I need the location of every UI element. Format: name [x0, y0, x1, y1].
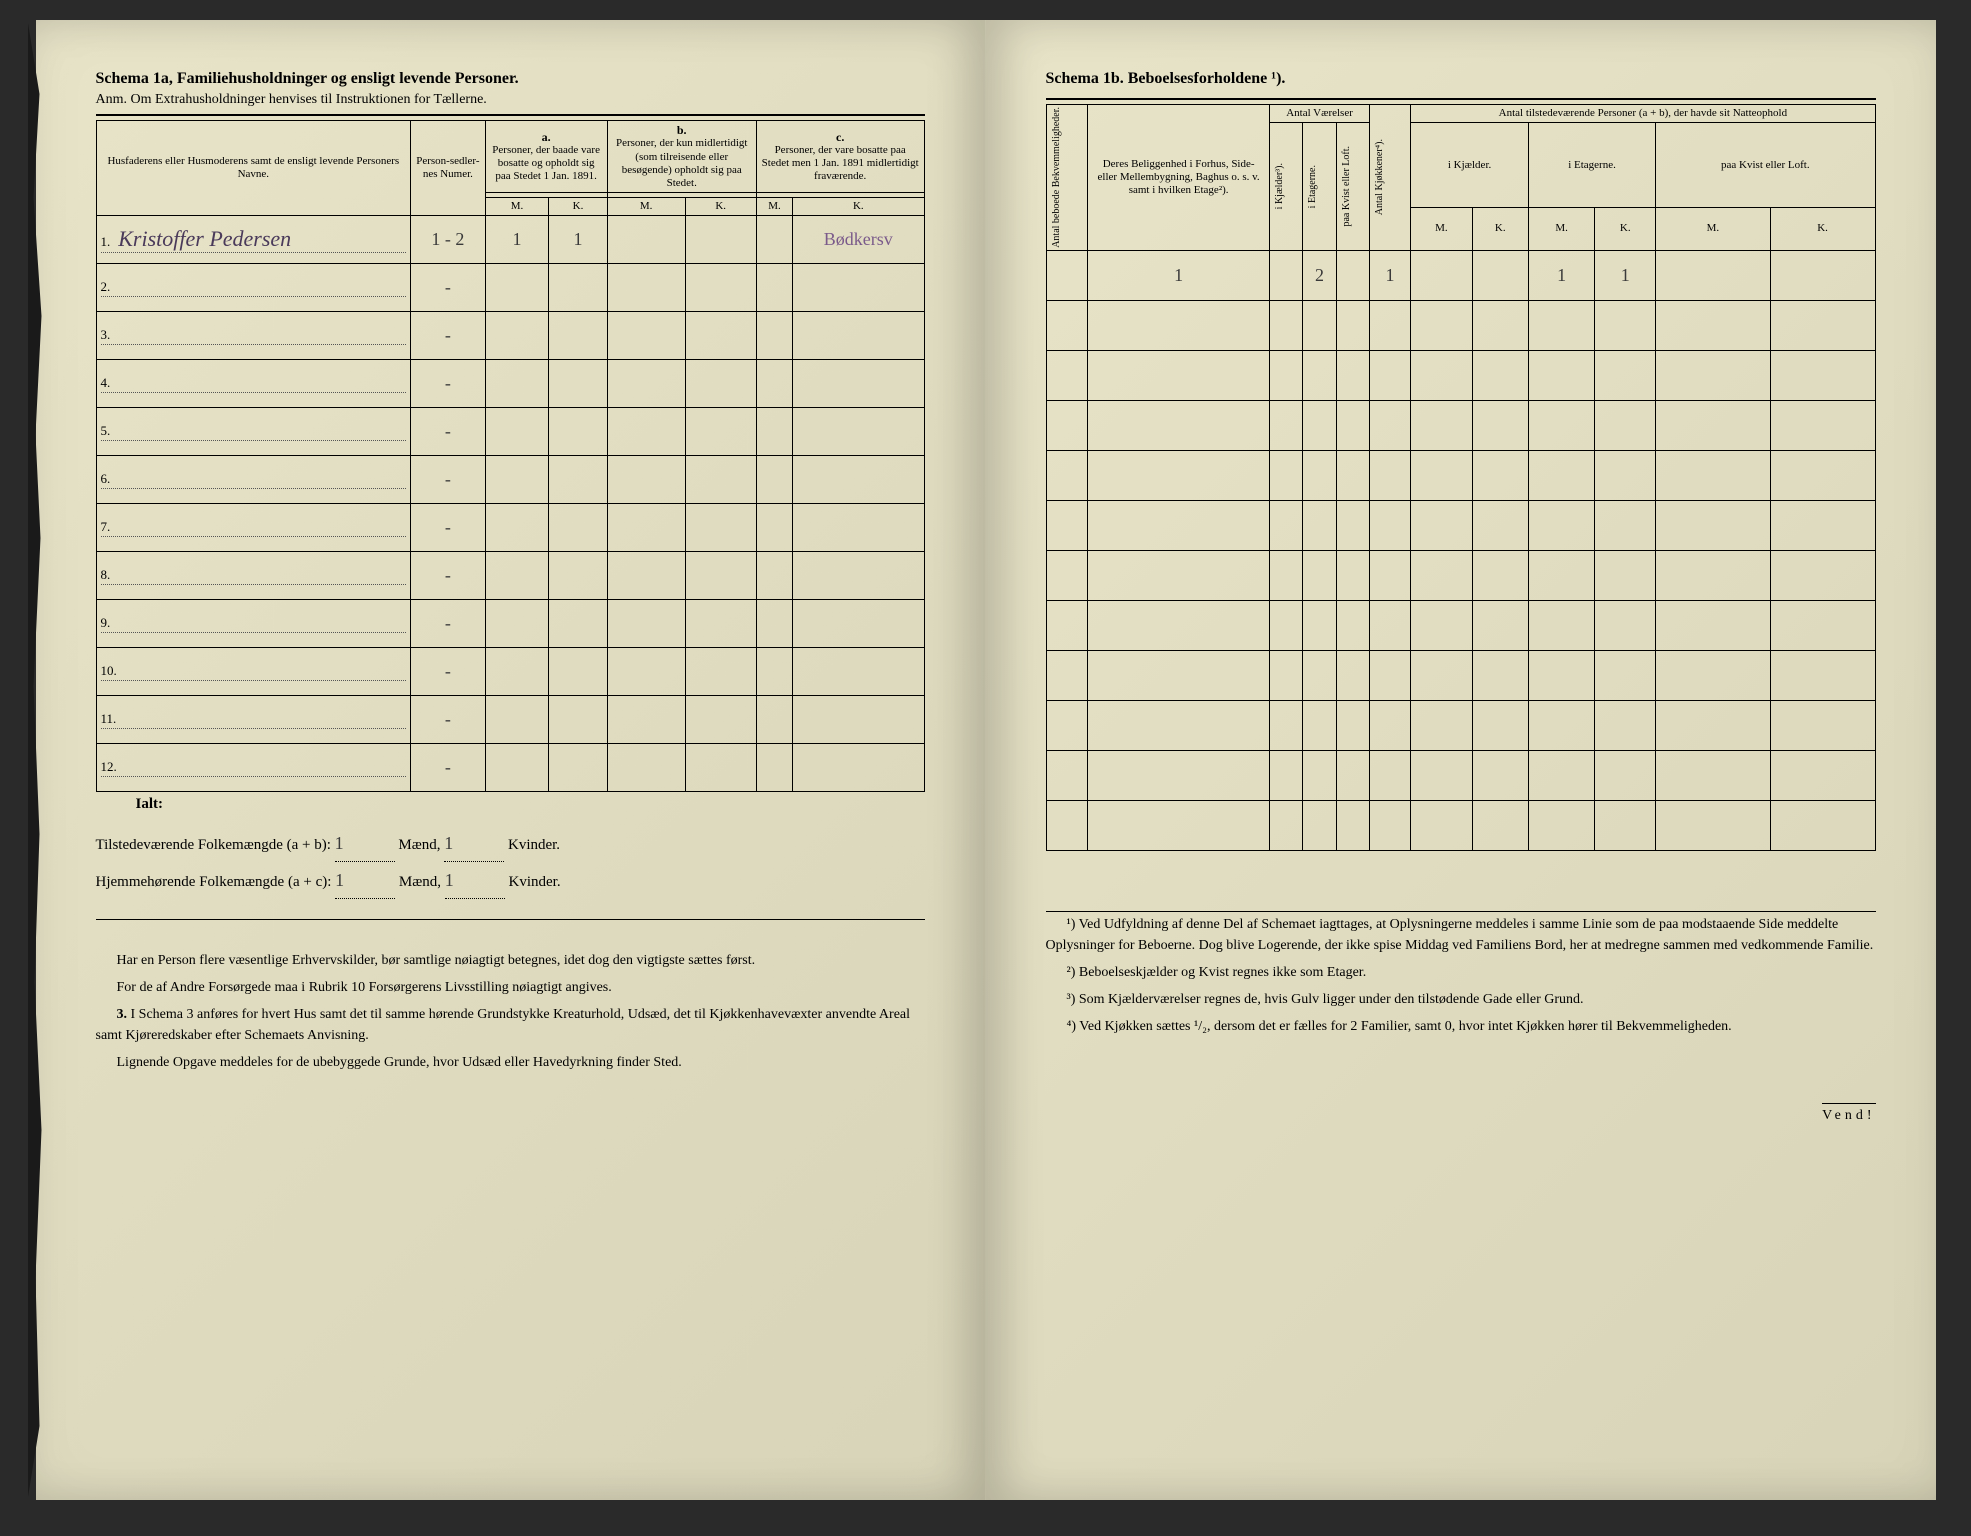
group-persons: Antal tilstedeværende Personer (a + b), … — [1411, 105, 1875, 123]
group-rooms: Antal Værelser — [1270, 105, 1369, 123]
sum-m1: 1 — [335, 833, 344, 853]
numer-cell: - — [411, 456, 486, 504]
numer-cell: - — [411, 264, 486, 312]
table-row — [1046, 450, 1875, 500]
col-k: K. — [685, 198, 756, 216]
name-cell: 11. — [96, 696, 411, 744]
schema-1b-title: Schema 1b. Beboelsesforholdene ¹). — [1046, 70, 1876, 88]
name-cell: 8. — [96, 552, 411, 600]
foot3: 3. I Schema 3 anføres for hvert Hus samt… — [96, 1004, 925, 1046]
schema-1a-title: Schema 1a, Familiehusholdninger og ensli… — [96, 70, 925, 88]
right-footnotes: ¹) Ved Udfyldning af denne Del af Schema… — [1046, 911, 1876, 1037]
col-m: M. — [756, 198, 792, 216]
table-row: 1 2 1 1 1 — [1046, 250, 1875, 300]
group-c: c. Personer, der vare bosatte paa Stedet… — [756, 121, 924, 193]
name-cell: 5. — [96, 408, 411, 456]
pers-kvist: paa Kvist eller Loft. — [1656, 123, 1875, 208]
name-cell: 3. — [96, 312, 411, 360]
table-row: 2. - — [96, 264, 924, 312]
col-k: K. — [793, 198, 924, 216]
col-kitchen: Antal Kjøkkener⁴). — [1374, 139, 1385, 215]
ialt-label: Ialt: — [96, 796, 925, 813]
numer-cell: - — [411, 696, 486, 744]
schema-1b-table: Antal beboede Bekvemmeligheder. Deres Be… — [1046, 104, 1876, 851]
sum-k2: 1 — [445, 870, 454, 890]
left-page: Schema 1a, Familiehusholdninger og ensli… — [36, 20, 986, 1500]
name-cell: 1.Kristoffer Pedersen — [96, 216, 411, 264]
foot2: ²) Beboelseskjælder og Kvist regnes ikke… — [1046, 962, 1876, 983]
group-b: b. Personer, der kun midlertidigt (som t… — [607, 121, 756, 193]
table-row: 12. - — [96, 744, 924, 792]
foot4: Lignende Opgave meddeles for de ubebygge… — [96, 1052, 925, 1073]
pers-etagerne: i Etagerne. — [1528, 123, 1655, 208]
table-row — [1046, 750, 1875, 800]
table-row — [1046, 500, 1875, 550]
pers-kjaelder: i Kjælder. — [1411, 123, 1529, 208]
numer-cell: - — [411, 648, 486, 696]
name-cell: 4. — [96, 360, 411, 408]
table-row — [1046, 700, 1875, 750]
rooms-etagerne: i Etagerne. — [1307, 165, 1318, 208]
vend-label: Vend! — [1822, 1103, 1875, 1124]
left-footnotes: Har en Person flere væsentlige Erhvervsk… — [96, 950, 925, 1073]
summary-1-label: Tilstedeværende Folkemængde (a + b): — [96, 837, 331, 853]
rooms-kvist: paa Kvist eller Loft. — [1341, 146, 1352, 227]
col-head-numer: Person-sedler-nes Numer. — [411, 121, 486, 216]
foot3: ³) Som Kjælderværelser regnes de, hvis G… — [1046, 989, 1876, 1010]
table-row — [1046, 800, 1875, 850]
numer-cell: - — [411, 600, 486, 648]
col-head-names: Husfaderens eller Husmoderens samt de en… — [96, 121, 411, 216]
name-cell: 9. — [96, 600, 411, 648]
torn-edge — [28, 20, 48, 1500]
numer-cell: - — [411, 360, 486, 408]
name-cell: 7. — [96, 504, 411, 552]
table-row: 3. - — [96, 312, 924, 360]
numer-cell: 1 - 2 — [411, 216, 486, 264]
numer-cell: - — [411, 504, 486, 552]
numer-cell: - — [411, 552, 486, 600]
table-row: 9. - — [96, 600, 924, 648]
table-row: 6. - — [96, 456, 924, 504]
schema-1a-table: Husfaderens eller Husmoderens samt de en… — [96, 120, 925, 792]
col-bekvem: Antal beboede Bekvemmeligheder. — [1051, 107, 1062, 248]
table-row: 11. - — [96, 696, 924, 744]
col-m: M. — [607, 198, 685, 216]
table-row: 4. - — [96, 360, 924, 408]
right-page: Schema 1b. Beboelsesforholdene ¹). Antal… — [986, 20, 1936, 1500]
table-row — [1046, 650, 1875, 700]
name-cell: 10. — [96, 648, 411, 696]
summary-2-label: Hjemmehørende Folkemængde (a + c): — [96, 874, 332, 890]
foot1: Har en Person flere væsentlige Erhvervsk… — [96, 950, 925, 971]
table-row: 10. - — [96, 648, 924, 696]
sum-k1: 1 — [444, 833, 453, 853]
col-k: K. — [549, 198, 607, 216]
table-row — [1046, 350, 1875, 400]
group-a: a. Personer, der baade vare bosatte og o… — [485, 121, 607, 193]
name-cell: 6. — [96, 456, 411, 504]
rule — [96, 114, 925, 116]
rooms-kjaelder: i Kjælder³). — [1274, 163, 1285, 209]
table-row: 5. - — [96, 408, 924, 456]
table-row — [1046, 600, 1875, 650]
table-row — [1046, 550, 1875, 600]
foot2: For de af Andre Forsørgede maa i Rubrik … — [96, 977, 925, 998]
numer-cell: - — [411, 408, 486, 456]
name-cell: 12. — [96, 744, 411, 792]
summary-block: Tilstedeværende Folkemængde (a + b): 1 M… — [96, 825, 925, 899]
anm-note: Anm. Om Extrahusholdninger henvises til … — [96, 92, 925, 108]
col-m: M. — [485, 198, 549, 216]
foot1: ¹) Ved Udfyldning af denne Del af Schema… — [1046, 914, 1876, 956]
table-row — [1046, 400, 1875, 450]
sum-m2: 1 — [335, 870, 344, 890]
name-cell: 2. — [96, 264, 411, 312]
table-row: 1.Kristoffer Pedersen 1 - 2 1 1 Bødkersv — [96, 216, 924, 264]
document-spread: Schema 1a, Familiehusholdninger og ensli… — [36, 20, 1936, 1500]
numer-cell: - — [411, 312, 486, 360]
col-beliggenhed: Deres Beliggenhed i Forhus, Side- eller … — [1087, 105, 1269, 251]
table-row: 8. - — [96, 552, 924, 600]
table-row: 7. - — [96, 504, 924, 552]
table-row — [1046, 300, 1875, 350]
numer-cell: - — [411, 744, 486, 792]
foot4: ⁴) Ved Kjøkken sættes ¹/₂, dersom det er… — [1046, 1016, 1876, 1037]
